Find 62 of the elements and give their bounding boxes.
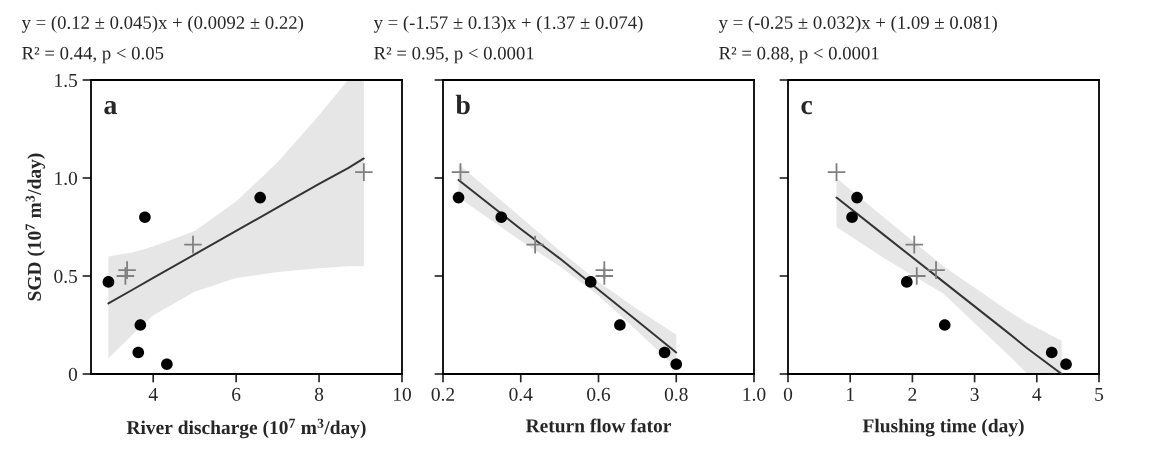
x-tick-label: 0.4 (509, 387, 533, 401)
point (139, 211, 151, 224)
x-tick-label: 0.2 (431, 387, 455, 401)
x-tick-label: 3 (970, 387, 979, 401)
y-axis-title: SGD (10$^{7}$ m$^{3}$/day) (25, 153, 45, 301)
point (584, 276, 597, 288)
point (1060, 358, 1072, 371)
chart-subtitle: R² = 0.44, p < 0.05 (22, 46, 164, 64)
y-tick-label: 0 (68, 367, 78, 381)
point (826, 162, 847, 182)
x-tick-label: 1 (847, 387, 854, 401)
point (525, 234, 545, 255)
point (161, 358, 173, 371)
point (134, 319, 147, 331)
point (614, 319, 626, 331)
x-axis-title: Return flow fator (525, 418, 671, 433)
point (183, 234, 203, 255)
point (851, 191, 863, 204)
point (900, 276, 913, 288)
x-axis-title: River discharge (10$^{7}$ m$^{3}$/day) (126, 418, 366, 439)
chart-subtitle: R² = 0.95, p < 0.0001 (374, 46, 534, 64)
point (115, 266, 136, 286)
x-tick-label: 5 (1095, 387, 1104, 401)
y-tick-label: 1.0 (55, 171, 78, 186)
point (938, 319, 951, 331)
point (670, 358, 683, 371)
point (1045, 346, 1058, 359)
line-series (107, 157, 365, 305)
point (846, 211, 858, 224)
annotation: c (801, 100, 813, 115)
x-tick-label: 0 (783, 387, 793, 401)
point (907, 266, 927, 286)
x-tick-label: 1.0 (743, 387, 766, 401)
x-axis-title: Flushing time (day) (862, 418, 1024, 437)
point (450, 162, 471, 182)
x-tick-label: 10 (393, 387, 411, 401)
x-tick-label: 4 (1032, 387, 1042, 401)
annotation: a (104, 100, 117, 115)
chart-title: y = (-1.57 ± 0.13)x + (1.37 ± 0.074) (373, 15, 643, 33)
point (254, 191, 266, 204)
point (452, 191, 465, 204)
x-tick-label: 4 (148, 387, 158, 401)
point (354, 162, 374, 182)
annotation: b (455, 94, 470, 115)
y-tick-label: 0.5 (54, 269, 78, 284)
chart-subtitle: R² = 0.88, p < 0.0001 (719, 46, 879, 64)
point (132, 346, 145, 359)
x-tick-label: 2 (908, 387, 917, 401)
point (495, 211, 508, 224)
point (594, 266, 615, 286)
point (904, 234, 924, 255)
chart-title: y = (0.12 ± 0.045)x + (0.0092 ± 0.22) (21, 15, 304, 33)
point (117, 260, 137, 280)
x-tick-label: 8 (314, 387, 324, 401)
point (658, 346, 671, 359)
point (102, 276, 115, 288)
point (926, 260, 946, 280)
x-tick-label: 0.6 (587, 387, 611, 401)
x-tick-label: 6 (232, 387, 241, 401)
y-tick-label: 1.5 (55, 73, 78, 88)
chart-title: y = (-0.25 ± 0.032)x + (1.09 ± 0.081) (718, 15, 997, 33)
x-tick-label: 0.8 (664, 387, 688, 401)
